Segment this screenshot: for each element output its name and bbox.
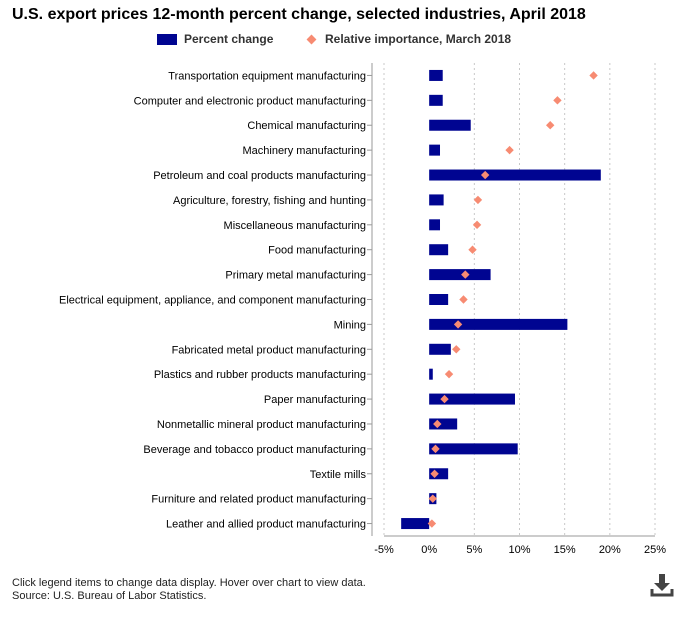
category-label: Textile mills (310, 469, 367, 481)
x-tick-label: 25% (644, 544, 666, 556)
category-label: Furniture and related product manufactur… (151, 494, 366, 506)
bar-percent-change[interactable] (429, 194, 444, 206)
bar-percent-change[interactable] (429, 368, 433, 380)
category-label: Plastics and rubber products manufacturi… (154, 369, 366, 381)
bar-percent-change[interactable] (401, 518, 430, 530)
bar-percent-change[interactable] (429, 219, 441, 231)
marker-relative-importance[interactable] (468, 245, 477, 254)
chart-legend: Percent change Relative importance, Marc… (0, 32, 684, 50)
download-icon (650, 574, 674, 597)
bar-percent-change[interactable] (429, 169, 601, 181)
category-label: Mining (334, 319, 366, 331)
category-label: Primary metal manufacturing (225, 270, 366, 282)
footer-source: Source: U.S. Bureau of Labor Statistics. (12, 590, 207, 602)
legend-label-percent-change: Percent change (184, 32, 274, 46)
chart-footer: Click legend items to change data displa… (12, 577, 366, 603)
x-tick-label: 0% (421, 544, 437, 556)
x-tick-label: 10% (508, 544, 530, 556)
legend-item-percent-change[interactable]: Percent change (157, 32, 273, 46)
marker-relative-importance[interactable] (427, 519, 437, 528)
bar-percent-change[interactable] (429, 69, 443, 81)
marker-relative-importance[interactable] (452, 345, 461, 354)
bar-percent-change[interactable] (429, 294, 449, 305)
category-label: Petroleum and coal products manufacturin… (153, 170, 366, 182)
bar-percent-change[interactable] (429, 94, 443, 106)
bar-chart[interactable]: -5% 0% 5% 10% 15% 20% 25% Transportation equipm… (0, 0, 684, 570)
marker-relative-importance[interactable] (431, 444, 440, 454)
marker-relative-importance[interactable] (472, 220, 482, 230)
category-label: Food manufacturing (268, 245, 366, 257)
category-label: Beverage and tobacco product manufacturi… (143, 444, 366, 456)
x-tick-label: 20% (599, 544, 621, 556)
marker-relative-importance[interactable] (459, 295, 468, 304)
bar-percent-change[interactable] (429, 343, 451, 355)
bar-percent-change[interactable] (429, 269, 491, 281)
category-label: Nonmetallic mineral product manufacturin… (157, 419, 366, 431)
category-label: Leather and allied product manufacturing (166, 519, 366, 531)
category-label: Computer and electronic product manufact… (134, 95, 366, 107)
legend-bar-swatch (157, 33, 177, 45)
footer-note: Click legend items to change data displa… (12, 577, 366, 589)
category-label: Miscellaneous manufacturing (224, 220, 366, 232)
x-tick-label: 15% (554, 544, 576, 556)
marker-relative-importance[interactable] (440, 394, 449, 404)
marker-relative-importance[interactable] (480, 170, 490, 180)
marker-relative-importance[interactable] (433, 419, 442, 429)
category-label: Electrical equipment, appliance, and com… (59, 295, 366, 307)
bar-percent-change[interactable] (429, 244, 449, 256)
category-label: Fabricated metal product manufacturing (172, 344, 366, 356)
bar-percent-change[interactable] (429, 393, 515, 405)
category-label: Machinery manufacturing (242, 145, 366, 157)
download-button[interactable] (650, 572, 674, 598)
bar-percent-change[interactable] (429, 144, 441, 156)
category-label: Transportation equipment manufacturing (168, 70, 366, 82)
marker-relative-importance[interactable] (505, 145, 514, 155)
marker-relative-importance[interactable] (589, 71, 598, 80)
marker-relative-importance[interactable] (461, 270, 470, 279)
x-tick-label: -5% (374, 544, 394, 556)
marker-relative-importance[interactable] (553, 96, 562, 105)
bar-percent-change[interactable] (429, 418, 458, 430)
bar-percent-change[interactable] (429, 318, 568, 330)
bar-percent-change[interactable] (429, 119, 471, 131)
marker-relative-importance[interactable] (428, 494, 437, 503)
category-label: Chemical manufacturing (247, 120, 366, 132)
marker-relative-importance[interactable] (430, 469, 439, 478)
marker-relative-importance[interactable] (546, 121, 555, 130)
chart-title: U.S. export prices 12-month percent chan… (12, 6, 586, 23)
marker-relative-importance[interactable] (473, 195, 483, 205)
bar-percent-change[interactable] (429, 443, 518, 455)
category-label: Paper manufacturing (264, 394, 366, 406)
marker-relative-importance[interactable] (453, 320, 463, 329)
category-label: Agriculture, forestry, fishing and hunti… (173, 195, 366, 207)
legend-item-relative-importance[interactable]: Relative importance, March 2018 (305, 32, 511, 46)
x-tick-label: 5% (466, 544, 482, 556)
marker-relative-importance[interactable] (444, 369, 454, 379)
legend-label-relative-importance: Relative importance, March 2018 (325, 32, 512, 46)
